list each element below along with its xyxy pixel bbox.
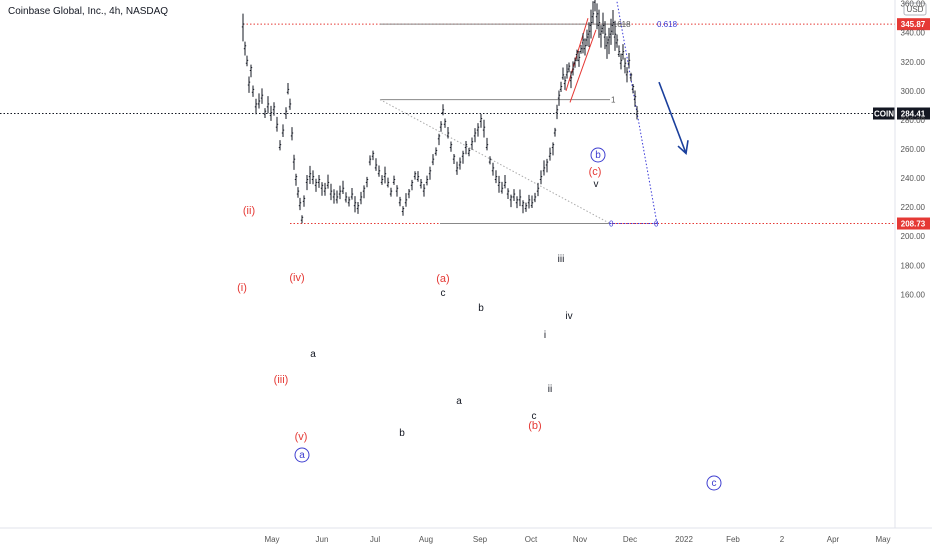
fib-label: 0.618 xyxy=(657,20,678,29)
currency-badge xyxy=(903,2,927,16)
y-tick-label: 220.00 xyxy=(901,203,926,212)
wave-label: iii xyxy=(558,254,565,265)
y-tick-label: 200.00 xyxy=(901,232,926,241)
fib-label: .618 xyxy=(615,20,631,29)
x-tick-label: 2 xyxy=(780,535,785,544)
wave-label: b xyxy=(399,428,405,439)
wave-circle xyxy=(706,475,722,491)
wave-label: c xyxy=(712,478,717,489)
y-tick-label: 160.00 xyxy=(901,290,926,299)
price-tag-bg xyxy=(897,217,930,230)
wave-label: (b) xyxy=(528,420,541,432)
wave-label: (v) xyxy=(295,431,308,443)
wave-label: (c) xyxy=(589,166,602,178)
wave-label: (ii) xyxy=(243,205,255,217)
y-tick-label: 260.00 xyxy=(901,145,926,154)
wave-label: ii xyxy=(548,384,552,395)
x-tick-label: Feb xyxy=(726,535,740,544)
x-tick-label: Nov xyxy=(573,535,587,544)
x-tick-label: Jun xyxy=(316,535,329,544)
wave-label: (i) xyxy=(237,282,247,294)
price-tag-symbol: COIN xyxy=(874,110,894,119)
y-tick-label: 320.00 xyxy=(901,58,926,67)
price-tag: 345.87 xyxy=(901,20,926,29)
y-tick-label: 340.00 xyxy=(901,29,926,38)
wave-label: b xyxy=(478,303,484,314)
x-tick-label: May xyxy=(875,535,890,544)
fib-label: 0 xyxy=(609,220,614,229)
x-tick-label: Dec xyxy=(623,535,637,544)
wave-label: b xyxy=(595,150,601,161)
wave-circle xyxy=(590,147,606,163)
y-tick-label: 180.00 xyxy=(901,261,926,270)
fib-label: 0 xyxy=(654,220,659,229)
y-tick-label: 300.00 xyxy=(901,87,926,96)
x-tick-label: Aug xyxy=(419,535,433,544)
wave-label: (a) xyxy=(436,273,449,285)
fib-label: 1 xyxy=(611,96,616,105)
currency-label: USD xyxy=(907,5,924,14)
price-tag-bg xyxy=(897,18,930,31)
fib-inner-diagonal xyxy=(379,99,611,224)
wave-label: (iii) xyxy=(274,374,289,386)
x-tick-label: Oct xyxy=(525,535,538,544)
price-tag: 208.73 xyxy=(901,220,926,229)
y-tick-label: 360.00 xyxy=(901,0,926,9)
wave-label: v xyxy=(594,179,599,190)
x-tick-label: May xyxy=(264,535,279,544)
price-tag-bg xyxy=(897,107,930,120)
projection-arrow-head xyxy=(677,140,689,155)
chart-title: Coinbase Global, Inc., 4h, NASDAQ xyxy=(8,6,169,17)
y-tick-label: 280.00 xyxy=(901,116,926,125)
wave-label: i xyxy=(544,330,546,341)
wedge-line-lower xyxy=(569,29,597,103)
x-tick-label: Apr xyxy=(827,535,840,544)
wave-label: a xyxy=(310,349,316,360)
wave-label: iv xyxy=(565,311,572,322)
x-tick-label: Jul xyxy=(370,535,380,544)
fib-diagonal xyxy=(616,0,658,224)
wave-label: c xyxy=(532,411,537,422)
wave-label: (iv) xyxy=(289,272,304,284)
projection-arrow-shaft xyxy=(658,81,687,154)
wave-label: c xyxy=(441,288,446,299)
price-tag-symbol-bg xyxy=(873,107,895,120)
wave-circle xyxy=(294,447,310,463)
wave-label: a xyxy=(299,450,305,461)
price-tag: 284.41 xyxy=(901,110,926,119)
x-tick-label: Sep xyxy=(473,535,488,544)
y-tick-label: 240.00 xyxy=(901,174,926,183)
x-tick-label: 2022 xyxy=(675,535,693,544)
wave-label: a xyxy=(456,396,462,407)
